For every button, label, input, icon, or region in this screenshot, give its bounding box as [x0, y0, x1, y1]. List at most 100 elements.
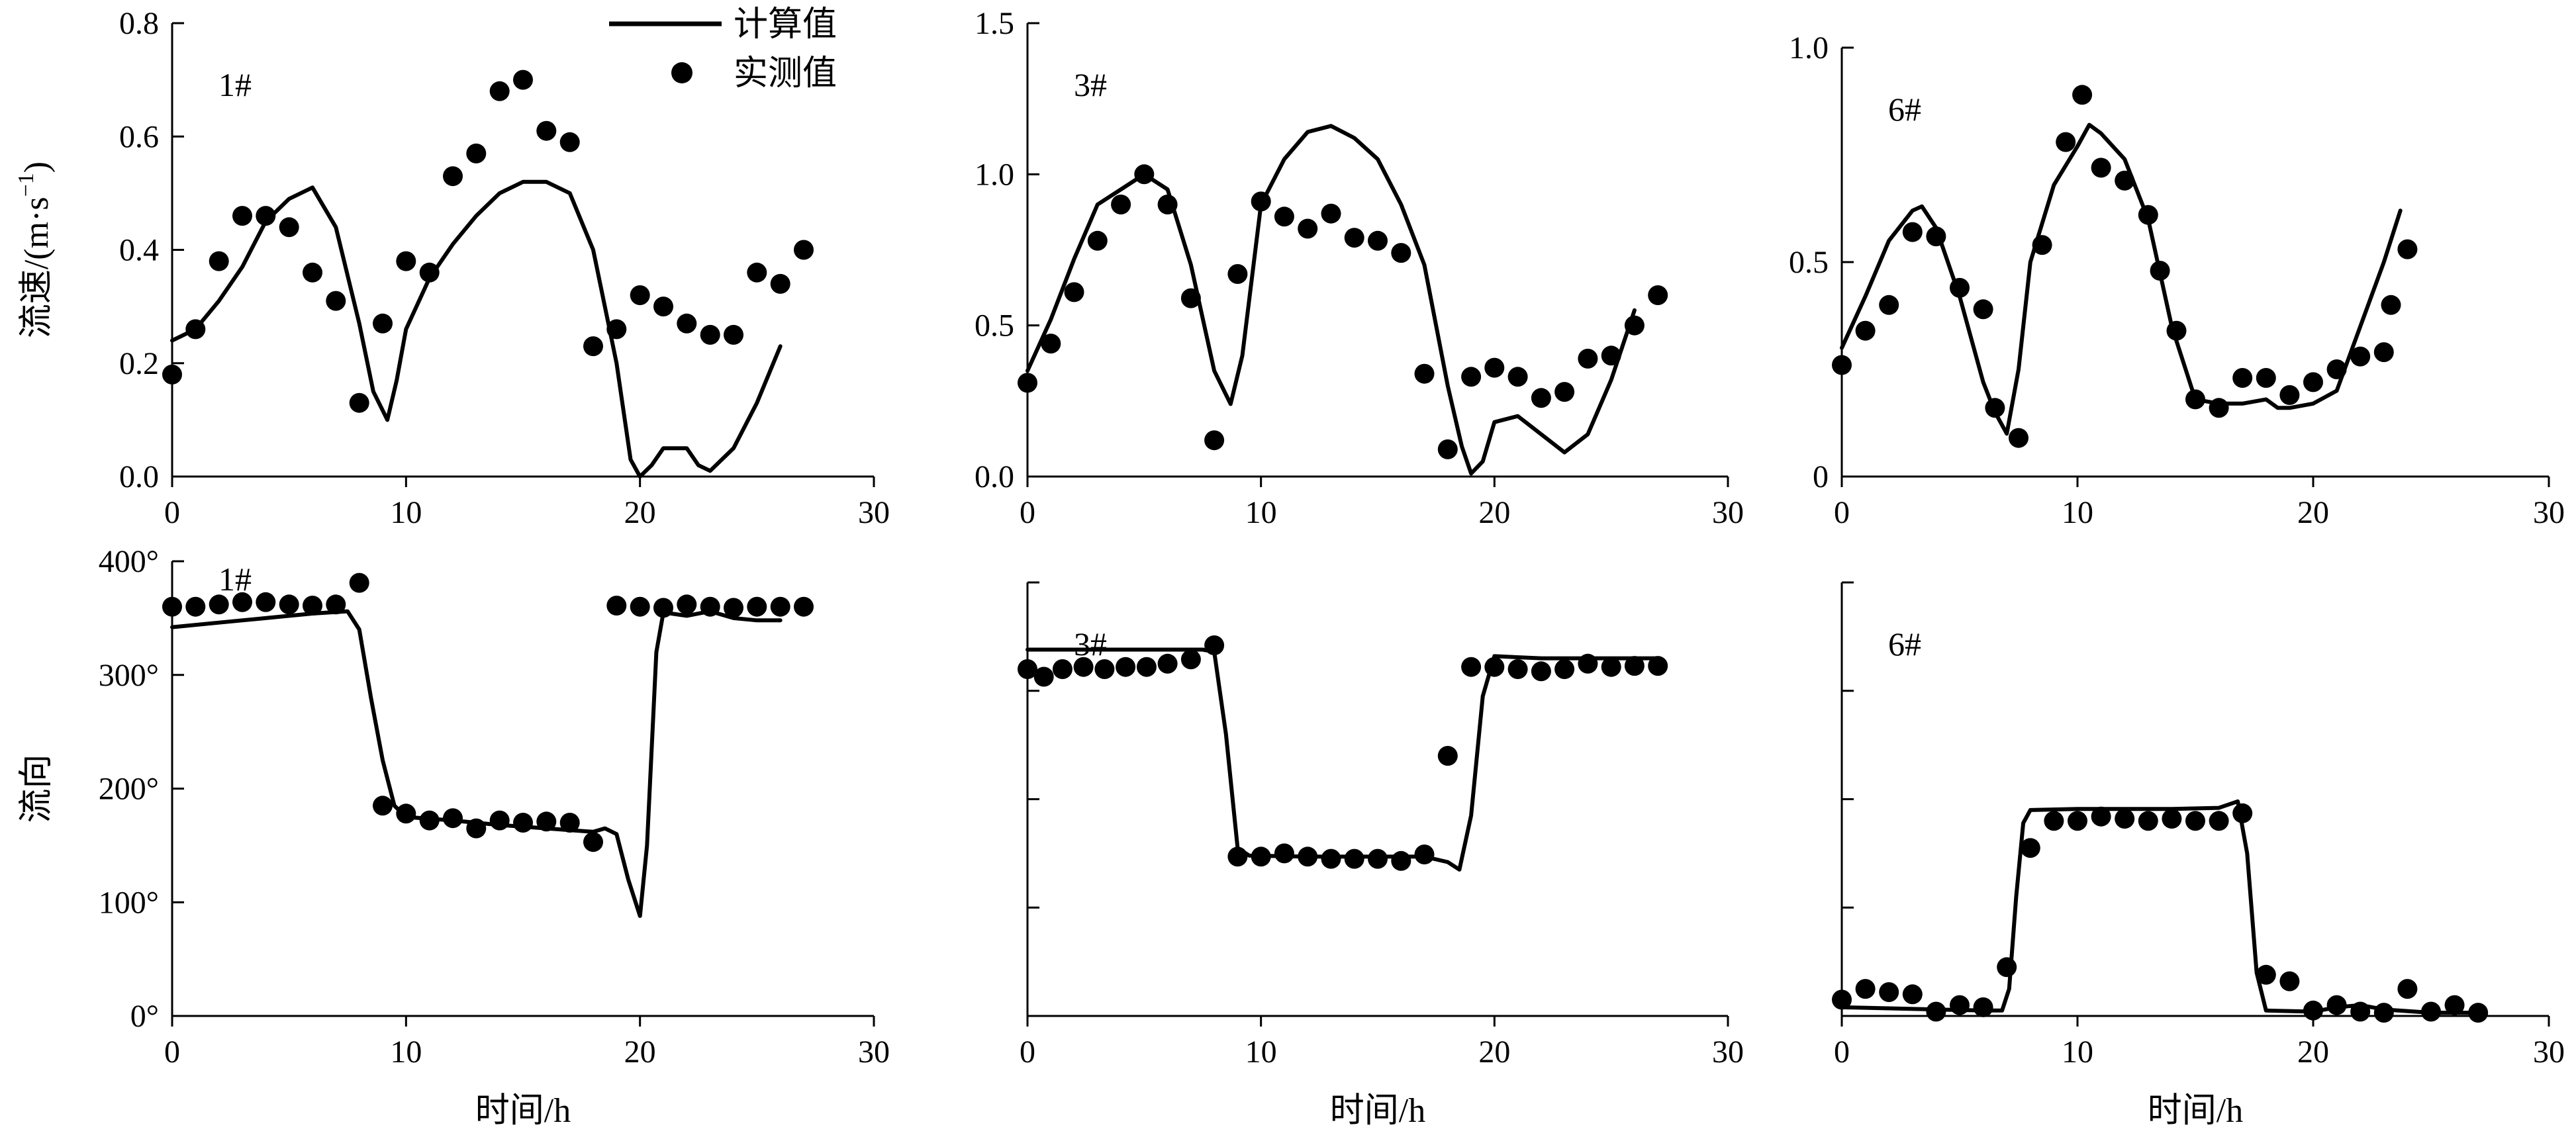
measured-point [2279, 971, 2300, 991]
measured-point [396, 803, 416, 824]
measured-point [677, 313, 697, 334]
measured-point [1321, 849, 1341, 869]
measured-point [630, 596, 650, 617]
measured-point [1973, 299, 1993, 320]
measured-point [185, 319, 206, 340]
measured-point [373, 796, 393, 816]
measured-point [1578, 348, 1598, 369]
measured-point [1902, 984, 1923, 1005]
measured-point [1298, 218, 1318, 239]
measured-point [1321, 203, 1341, 224]
measured-point [466, 818, 487, 839]
measured-point [185, 596, 206, 617]
measured-point [1111, 195, 1131, 214]
measured-point [1134, 164, 1155, 185]
measured-point [1985, 398, 2005, 418]
measured-point [256, 206, 276, 226]
measured-point [1157, 195, 1178, 214]
x-tick-label: 30 [858, 1034, 890, 1070]
x-tick-label: 10 [1245, 495, 1277, 530]
y-tick-label: 0° [130, 999, 159, 1034]
computed-series-line [170, 179, 783, 479]
measured-point [1344, 228, 1364, 248]
measured-point [256, 592, 276, 612]
measured-point [279, 594, 299, 615]
measured-point [326, 291, 346, 311]
measured-point [2421, 1001, 2441, 1022]
x-tick-label: 10 [390, 495, 422, 530]
measured-point [2009, 428, 2028, 448]
measured-point [232, 206, 252, 226]
y-tick-label: 1.5 [975, 6, 1014, 41]
x-tick-label: 20 [2297, 495, 2329, 530]
y-tick-label: 0.8 [119, 6, 159, 41]
measured-point [1997, 957, 2017, 978]
measured-point [1950, 995, 1970, 1015]
computed-series-line [1840, 122, 2403, 436]
x-tick-label: 30 [1712, 1034, 1744, 1070]
measured-point [1832, 989, 1852, 1010]
measured-point [2303, 372, 2323, 392]
measured-point [2397, 239, 2418, 259]
x-tick-label: 20 [624, 1034, 656, 1070]
computed-series-line [1026, 647, 1660, 872]
measured-point [1507, 659, 1528, 679]
measured-point [1018, 373, 1037, 393]
measured-point [1033, 666, 1054, 687]
measured-point [443, 808, 463, 829]
measured-point [700, 324, 720, 345]
panel-5: 0 10 20 30 3# 时间/h [1018, 581, 1744, 1130]
measured-point [2468, 1003, 2489, 1023]
measured-point [2303, 1000, 2323, 1021]
x-tick-label: 30 [1712, 495, 1744, 530]
y-axis-title: 流向 [18, 754, 56, 823]
measured-point [747, 596, 767, 617]
legend-measured-marker [671, 62, 692, 83]
measured-point [2232, 368, 2253, 388]
measured-point [1926, 226, 1946, 247]
measured-point [1507, 367, 1528, 387]
measured-point [794, 240, 814, 260]
measured-point [1227, 264, 1248, 284]
measured-point [1950, 277, 1970, 298]
measured-point [2044, 811, 2064, 831]
measured-point [1926, 1001, 1946, 1022]
measured-point [303, 596, 322, 616]
measured-point [559, 813, 580, 833]
y-tick-label: 0.0 [119, 459, 159, 494]
measured-point [2056, 132, 2076, 152]
measured-point [466, 143, 487, 163]
measured-point [1052, 659, 1073, 679]
panel-2: 0 10 20 30 0.0 0.5 1.0 1.5 3# [975, 6, 1744, 530]
measured-point [2162, 809, 2182, 829]
measured-point [232, 592, 252, 612]
measured-point [770, 273, 790, 294]
x-axis-title: 时间/h [2148, 1092, 2243, 1130]
measured-point [2166, 320, 2187, 341]
measured-point [349, 392, 369, 413]
measured-point [2279, 385, 2300, 405]
panel-tag: 3# [1074, 625, 1107, 663]
measured-point [2115, 809, 2135, 829]
measured-point [489, 810, 510, 831]
measured-point [1554, 382, 1575, 402]
measured-point [1204, 635, 1225, 655]
x-tick-label: 10 [1245, 1034, 1277, 1070]
measured-point [2373, 342, 2394, 363]
measured-point [700, 596, 720, 617]
measured-point [513, 69, 533, 90]
measured-point [1648, 656, 1668, 676]
measured-point [1832, 355, 1852, 375]
measured-point [209, 251, 229, 271]
measured-point [1855, 320, 1876, 341]
measured-point [1414, 845, 1435, 864]
y-tick-label: 300° [99, 658, 159, 693]
y-tick-label: 200° [99, 772, 159, 807]
panels: 0 10 20 30 0.0 0.2 0.4 0.6 0.8 1# 流速/(m·s−1) 0 10 20 3… [14, 6, 2565, 1130]
measured-point [1274, 206, 1294, 227]
measured-point [1136, 657, 1157, 677]
measured-point [2256, 964, 2276, 985]
measured-point [630, 285, 650, 305]
measured-point [606, 319, 627, 340]
y-tick-label: 400° [99, 544, 159, 579]
